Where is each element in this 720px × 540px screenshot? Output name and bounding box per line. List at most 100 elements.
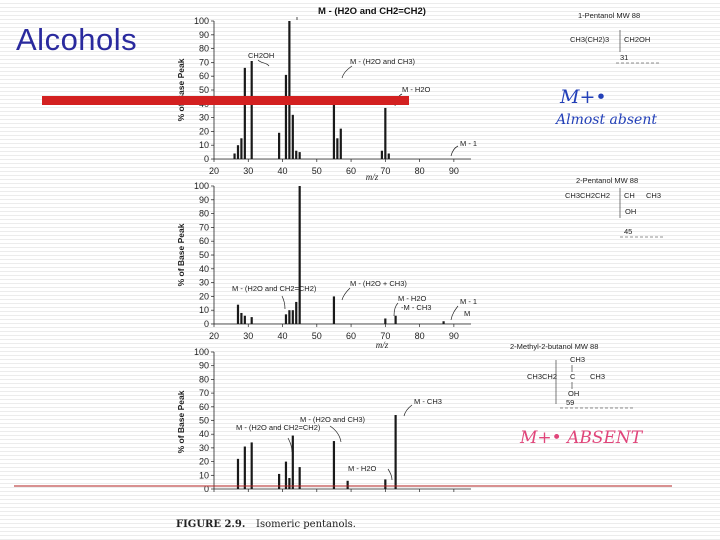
y-tick-label: 10 [199,140,209,150]
x-tick-label: 30 [243,166,253,176]
formula-3-top: CH3 [570,355,585,364]
x-tick-label: 60 [346,331,356,341]
annotation-p3-m-ch3: M - CH3 [414,397,442,406]
slide-title: Alcohols [16,22,138,57]
handwritten-notes: M+• Almost absent M+• ABSENT [519,86,657,448]
y-tick-label: 40 [199,264,209,274]
spectrum-panel-2-pentanol: 0 10 20 30 40 50 60 70 80 90 100 20 30 40 50 60 70 80 90 %… [176,176,664,350]
fragment-mass-2: 45 [624,227,632,236]
formula-2-left: CH3CH2CH2 [565,191,610,200]
y-tick-label: 70 [199,57,209,67]
y-tick-label: 20 [199,457,209,467]
annotation-m-1: M - 1 [460,139,477,148]
fragment-mass-3: 59 [566,398,574,407]
formula-3-mid: C [570,372,576,381]
y-tick-label: 80 [199,374,209,384]
compound-label-1: 1-Pentanol MW 88 [578,11,640,20]
x-tick-label: 40 [278,166,288,176]
y-tick-label: 90 [199,195,209,205]
y-tick-label: 100 [194,181,209,191]
x-tick-label: 20 [209,166,219,176]
y-tick-label: 20 [199,126,209,136]
y-tick-label: 60 [199,236,209,246]
y-tick-label: 100 [194,16,209,26]
y-tick-label: 90 [199,361,209,371]
y-tick-label: 0 [204,484,209,494]
formula-1-right: CH2OH [624,35,650,44]
annotation-m-h2o-ch3: M - (H2O and CH3) [350,57,416,66]
y-tick-label: 20 [199,291,209,301]
annotation-ch2oh: CH2OH [248,51,274,60]
y-tick-label: 50 [199,416,209,426]
annotation-p3-m-h2o-ch2ch2: M - (H2O and CH2=CH2) [236,423,321,432]
x-tick-label: 60 [346,166,356,176]
y-tick-label: 0 [204,154,209,164]
spectrum-panel-3-methylbutanol: 0 10 20 30 40 50 60 70 80 90 100 % of Base Peak M … [176,342,634,494]
y-tick-label: 30 [199,113,209,123]
y-tick-label: 70 [199,222,209,232]
formula-3-sub: OH [568,389,579,398]
y-tick-label: 10 [199,305,209,315]
handwritten-mplus-top: M+• [559,86,607,108]
x-tick-label: 50 [312,331,322,341]
annotation-p2-m-1: M - 1 [460,297,477,306]
panel-3-ylabel: % of Base Peak [176,390,186,453]
formula-2-sub: OH [625,207,636,216]
y-tick-label: 90 [199,30,209,40]
panel-3-bars [236,415,397,489]
y-tick-label: 50 [199,250,209,260]
panel-3-axes: 0 10 20 30 40 50 60 70 80 90 100 [194,347,471,494]
figure-caption-text: Isomeric pentanols. [256,519,356,530]
fragment-mass-1: 31 [620,53,628,62]
compound-label-3: 2-Methyl-2-butanol MW 88 [510,342,598,351]
annotation-p2-m-h2o-ch3: M - (H2O + CH3) [350,279,407,288]
y-tick-label: 70 [199,388,209,398]
highlight-bar [42,96,409,105]
y-tick-label: 80 [199,44,209,54]
handwritten-almost-absent: Almost absent [554,112,657,128]
compound-label-2: 2-Pentanol MW 88 [576,176,638,185]
annotation-m-h2o: M - H2O [402,85,431,94]
y-tick-label: 60 [199,402,209,412]
annotation-p2-m-ch3: -M - CH3 [401,303,431,312]
y-tick-label: 80 [199,209,209,219]
x-tick-label: 20 [209,331,219,341]
formula-2-mid: CH [624,191,635,200]
panel-1-xlabel: m/z [366,172,379,182]
panel-1-title: M - (H2O and CH2=CH2) [318,6,426,17]
x-tick-label: 50 [312,166,322,176]
y-tick-label: 10 [199,470,209,480]
y-tick-label: 0 [204,319,209,329]
annotation-p2-m-h2o-ch2ch2: M - (H2O and CH2=CH2) [232,284,317,293]
panel-1-ylabel: % of Base Peak [176,58,186,121]
y-tick-label: 100 [194,347,209,357]
panel-2-bars [236,186,445,324]
y-tick-label: 40 [199,429,209,439]
formula-1-left: CH3(CH2)3 [570,35,609,44]
annotation-p2-m: M [464,309,470,318]
formula-3-left: CH3CH2 [527,372,557,381]
y-tick-label: 50 [199,85,209,95]
panel-2-ylabel: % of Base Peak [176,223,186,286]
panel-2-axes: 0 10 20 30 40 50 60 70 80 90 100 20 30 40 50 60 70 80 90 [194,181,471,341]
x-tick-label: 80 [415,166,425,176]
formula-2-right: CH3 [646,191,661,200]
x-tick-label: 70 [380,331,390,341]
annotation-p2-m-h2o: M - H2O [398,294,427,303]
y-tick-label: 60 [199,71,209,81]
formula-3-right: CH3 [590,372,605,381]
x-tick-label: 80 [415,331,425,341]
annotation-p3-m-h2o: M - H2O [348,464,377,473]
x-tick-label: 40 [278,331,288,341]
x-tick-label: 90 [449,331,459,341]
handwritten-mplus-absent: M+• ABSENT [519,428,644,448]
y-tick-label: 30 [199,278,209,288]
x-tick-label: 90 [449,166,459,176]
x-tick-label: 30 [243,331,253,341]
panel-2-xlabel: m/z [376,340,389,350]
panel-1-bars [233,21,390,159]
